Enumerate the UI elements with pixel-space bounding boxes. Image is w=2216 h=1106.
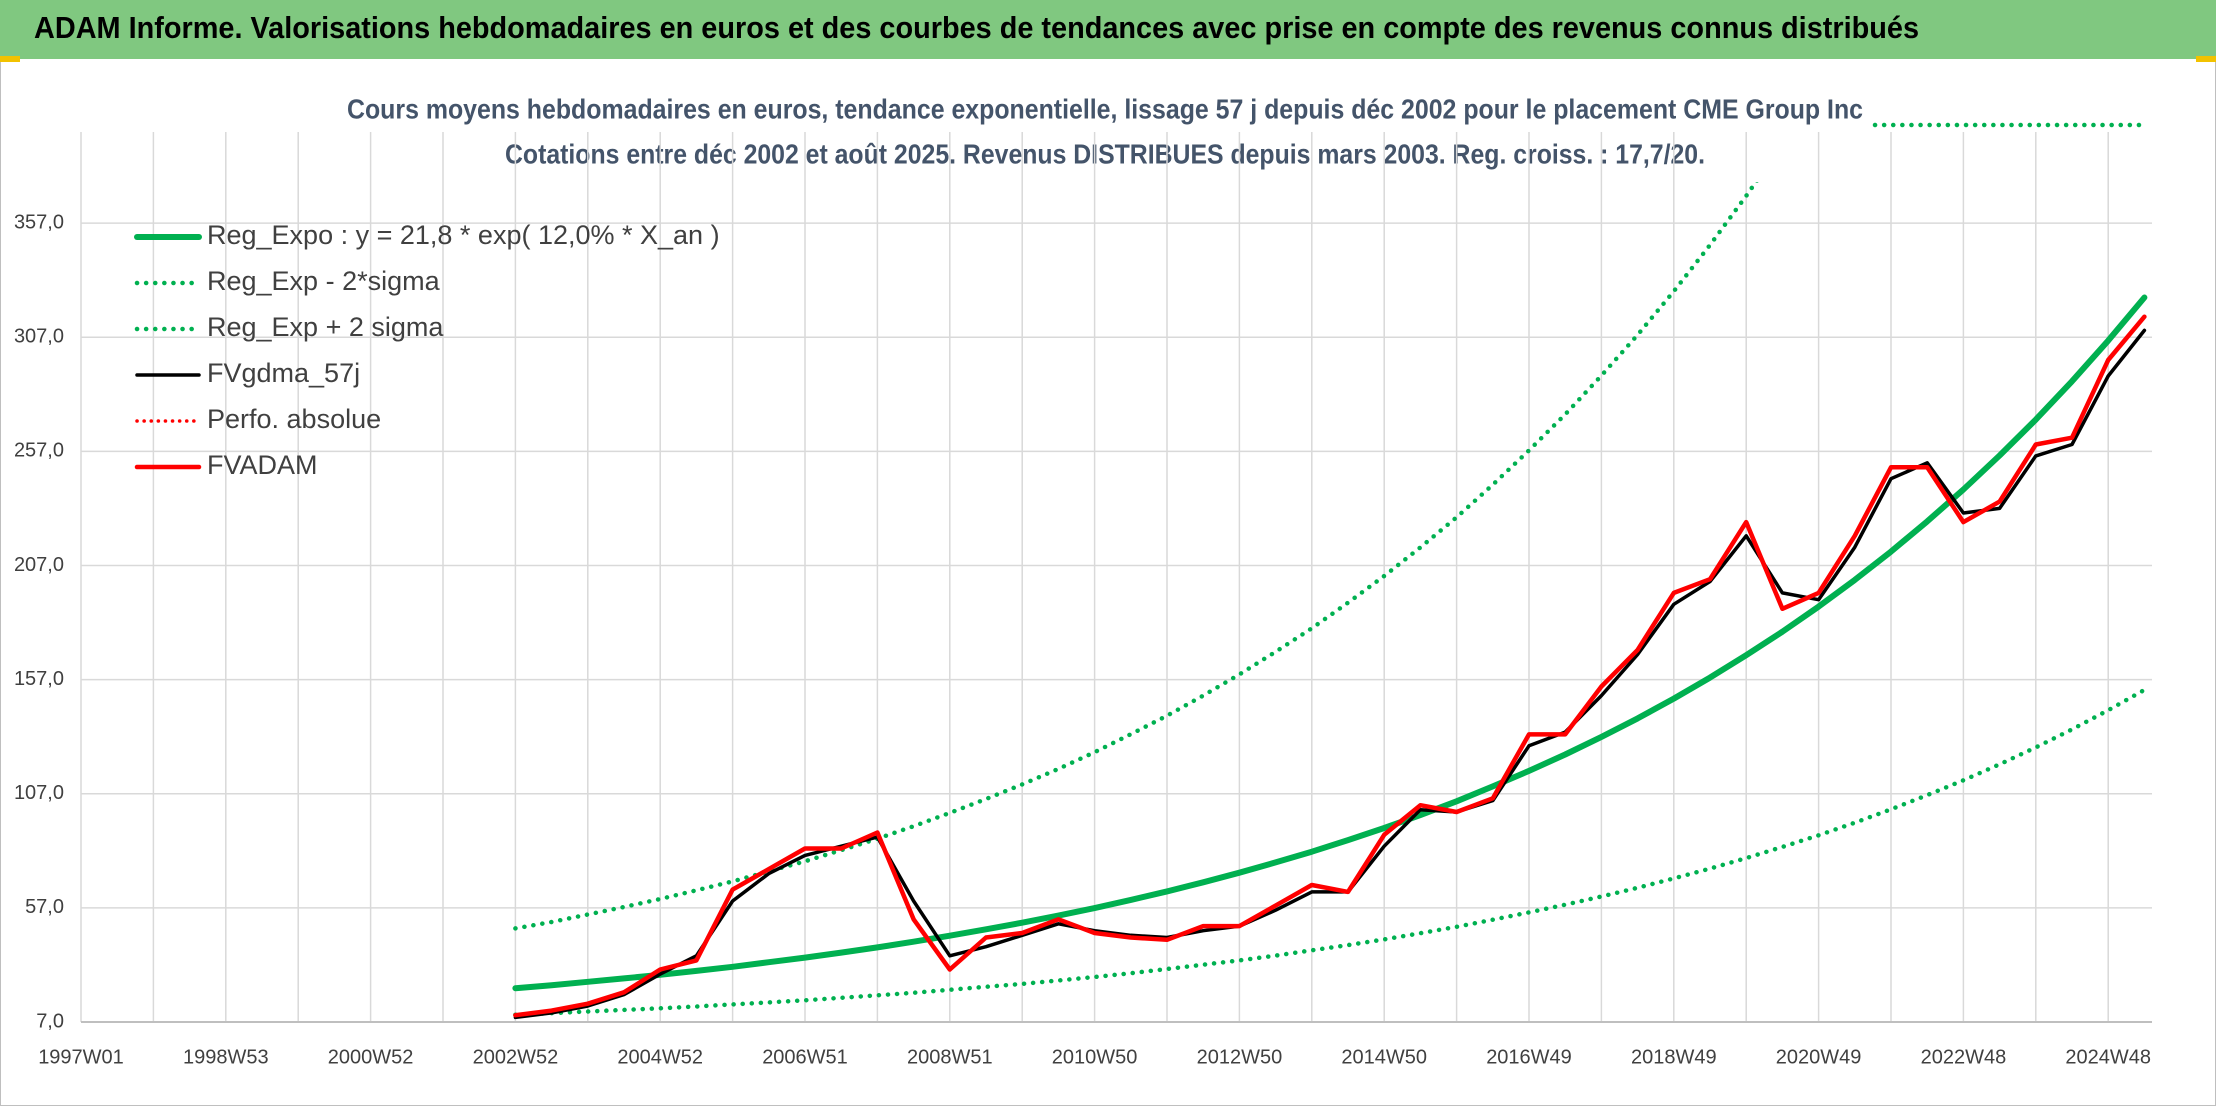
y-tick-label: 57,0 [25,896,64,918]
x-tick-label: 1997W01 [38,1046,124,1068]
x-tick-label: 2020W49 [1776,1046,1862,1068]
header-bar [0,0,2216,59]
grid [80,132,2152,1023]
x-tick-label: 2014W50 [1341,1046,1427,1068]
x-tick-label: 1998W53 [183,1046,269,1068]
x-tick-label: 2018W49 [1631,1046,1717,1068]
series-line [513,687,2147,1017]
legend: Reg_Expo : y = 21,8 * exp( 12,0% * X_an … [134,220,720,480]
y-tick-label: 157,0 [14,668,64,690]
legend-label: FVADAM [207,450,318,480]
plot-lines [512,182,2148,1020]
labels: 7,0 57,0 107,0 157,0 207,0 257,0 307,0 357,0 199… [14,211,2151,1068]
legend-label: Perfo. absolue [207,404,381,434]
x-tick-label: 2004W52 [617,1046,703,1068]
legend-label: Reg_Exp + 2 sigma [207,312,444,342]
legend-label: FVgdma_57j [207,358,360,388]
x-tick-label: 2010W50 [1052,1046,1138,1068]
x-tick-label: 2002W52 [473,1046,559,1068]
y-tick-label: 257,0 [14,440,64,462]
x-tick-label: 2008W51 [907,1046,993,1068]
corner-mark [0,56,20,62]
header-title: ADAM Informe. Valorisations hebdomadaire… [34,10,1919,45]
y-tick-label: 107,0 [14,782,64,804]
series-line [512,294,2148,992]
x-tick-label: 2022W48 [1921,1046,2007,1068]
y-tick-label: 307,0 [14,325,64,347]
y-tick-label: 357,0 [14,211,64,233]
corner-mark [2196,56,2216,62]
legend-label: Reg_Expo : y = 21,8 * exp( 12,0% * X_an … [207,220,720,250]
x-tick-label: 2006W51 [762,1046,848,1068]
x-tick-label: 2000W52 [328,1046,414,1068]
legend-label: Reg_Exp - 2*sigma [207,266,441,296]
x-tick-label: 2012W50 [1197,1046,1283,1068]
series-line [513,314,2147,1018]
chart-subtitle: Cotations entre déc 2002 et août 2025. R… [505,138,1705,169]
y-tick-label: 207,0 [14,554,64,576]
y-tick-label: 7,0 [36,1010,64,1032]
x-tick-label: 2016W49 [1486,1046,1572,1068]
x-tick-label: 2024W48 [2065,1046,2151,1068]
chart-title: Cours moyens hebdomadaires en euros, ten… [347,93,1863,124]
series-line [513,328,2147,1020]
